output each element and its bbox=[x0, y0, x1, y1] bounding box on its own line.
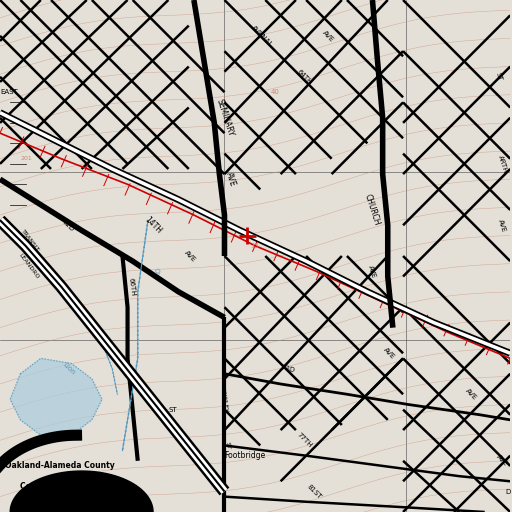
Text: 64TH: 64TH bbox=[296, 68, 313, 86]
Text: TRANSIT: TRANSIT bbox=[20, 228, 40, 253]
Text: ST: ST bbox=[495, 72, 503, 82]
Text: Oakland-Alameda County: Oakland-Alameda County bbox=[5, 461, 115, 471]
Text: 15: 15 bbox=[250, 243, 259, 249]
Text: 81ST: 81ST bbox=[306, 483, 323, 500]
Text: Footbridge: Footbridge bbox=[224, 451, 266, 460]
Text: AVENAL: AVENAL bbox=[250, 24, 273, 48]
Text: ST: ST bbox=[168, 407, 177, 413]
Text: LEANDRO: LEANDRO bbox=[18, 252, 40, 280]
Polygon shape bbox=[10, 358, 102, 435]
Text: 14TH: 14TH bbox=[143, 215, 163, 236]
Text: AVE: AVE bbox=[464, 388, 478, 401]
Text: AVE: AVE bbox=[498, 218, 507, 232]
Text: EAST: EAST bbox=[0, 89, 18, 95]
Text: SEMINARY: SEMINARY bbox=[215, 98, 235, 138]
Text: D: D bbox=[505, 488, 510, 495]
Text: 201: 201 bbox=[20, 156, 32, 161]
Text: AVE: AVE bbox=[495, 454, 508, 467]
Text: AVE: AVE bbox=[224, 171, 238, 187]
Polygon shape bbox=[10, 471, 153, 512]
Text: 62D: 62D bbox=[61, 218, 75, 232]
Text: CHURCH: CHURCH bbox=[362, 193, 381, 227]
Text: 73D: 73D bbox=[281, 364, 296, 373]
Text: 66TH: 66TH bbox=[127, 277, 136, 296]
Text: 77TH: 77TH bbox=[296, 432, 313, 449]
Text: ARTH: ARTH bbox=[498, 154, 509, 174]
Text: Cr: Cr bbox=[153, 267, 160, 275]
Text: AVE: AVE bbox=[382, 347, 396, 360]
Text: ST: ST bbox=[224, 441, 230, 450]
Text: AVE: AVE bbox=[322, 29, 335, 42]
Text: HAWLEY: HAWLEY bbox=[219, 386, 228, 413]
Text: Lion: Lion bbox=[61, 361, 76, 376]
Text: Coliseum Complex: Coliseum Complex bbox=[20, 482, 99, 491]
Text: AVE: AVE bbox=[184, 249, 197, 263]
Text: AVE: AVE bbox=[367, 264, 377, 279]
Text: 40: 40 bbox=[270, 89, 279, 95]
